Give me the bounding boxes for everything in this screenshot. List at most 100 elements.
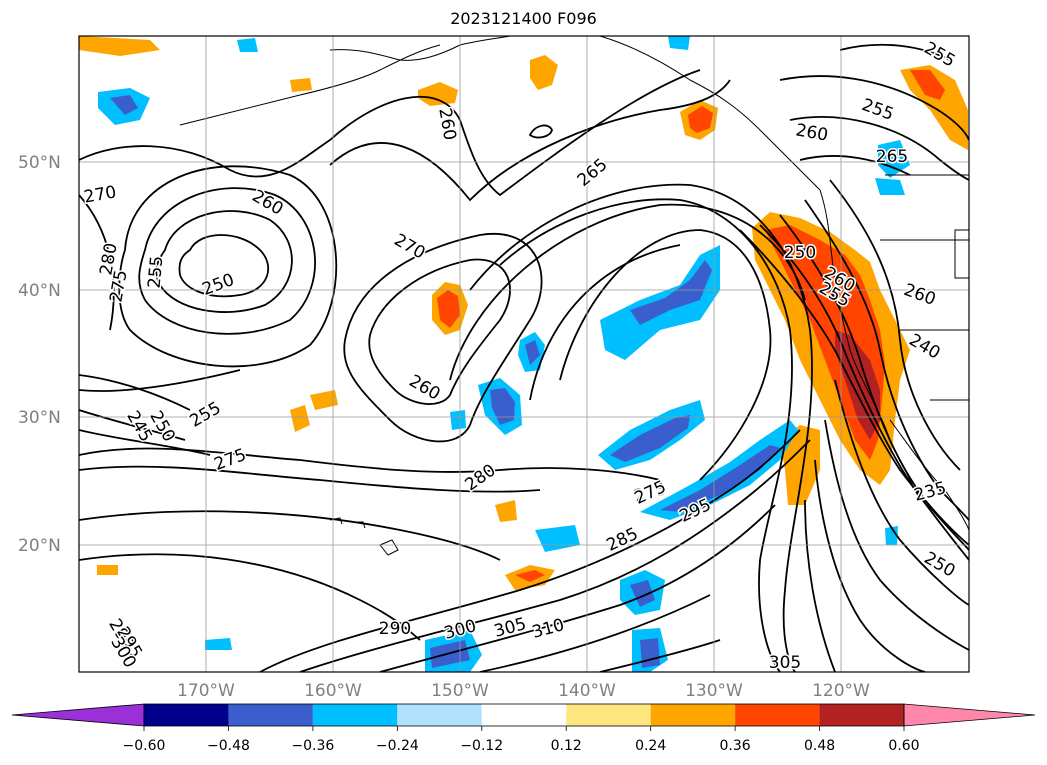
contour-ridge-e <box>529 244 681 401</box>
negative-shading-small3 <box>450 410 466 430</box>
colorbar-segment <box>481 704 567 726</box>
coast-alaska-peninsula <box>179 44 441 126</box>
negative-shading-mid1-core <box>490 388 515 425</box>
positive-shading-small4 <box>290 78 312 92</box>
positive-shading-north2 <box>418 82 458 106</box>
colorbar-segment <box>144 704 229 726</box>
negative-shading-south4 <box>535 525 580 552</box>
positive-shading-small2 <box>310 390 338 410</box>
contour-high-central <box>368 258 511 405</box>
colorbar-segment <box>397 704 482 726</box>
colorbar-segment <box>819 704 904 726</box>
positive-shading-north-east-core <box>910 70 945 100</box>
contour-ridge-b <box>469 183 813 672</box>
contour-west-4 <box>79 429 211 456</box>
colorbar-outline <box>143 703 905 727</box>
positive-shading-subtropic-core <box>515 570 545 582</box>
contour-ridge-c <box>449 203 806 381</box>
contour-label: 250 <box>784 243 816 263</box>
negative-shading-small5 <box>885 526 898 545</box>
coast-west-us <box>819 189 921 501</box>
colorbar-segment <box>650 704 736 726</box>
positive-shading-north1 <box>530 55 558 90</box>
positive-shading-west-strip <box>780 425 820 505</box>
contour-high-central-2 <box>343 232 543 443</box>
contour-label: 305 <box>492 614 529 642</box>
lon-label-160w: 160°W <box>304 681 362 701</box>
coast-baja <box>889 419 969 531</box>
contour-ridge-265 <box>329 79 731 202</box>
lat-label-50n: 50°N <box>18 153 61 173</box>
coast-bc <box>599 36 821 191</box>
negative-shading-south1-core <box>630 580 655 607</box>
border-box <box>954 229 969 279</box>
contour-275 <box>79 447 661 481</box>
contour-label: 275 <box>106 268 131 303</box>
positive-shading-central-core <box>437 290 460 328</box>
contour-label: 240 <box>905 330 943 364</box>
lat-label-20n: 20°N <box>18 536 61 556</box>
contour-label: 310 <box>530 615 567 643</box>
contour-label: 305 <box>769 653 801 673</box>
contour-label: 270 <box>390 230 428 264</box>
contour-low-3 <box>138 187 316 335</box>
negative-shading-jet-band <box>640 420 798 520</box>
negative-shading-ne2 <box>875 178 905 195</box>
plot-frame <box>78 35 970 673</box>
contour-west-3 <box>79 409 186 441</box>
positive-shading-nw-corner <box>79 36 160 56</box>
coast-hawaii-2 <box>355 521 366 529</box>
contour-low-2 <box>155 210 293 313</box>
colorbar-tick-label: −0.48 <box>207 738 250 754</box>
colorbar: −0.60 −0.48 −0.36 −0.24 −0.12 0.12 0.24 0.36 0.4… <box>11 703 1036 754</box>
contour-jet-1 <box>259 429 801 672</box>
positive-shading-small5 <box>97 565 118 575</box>
contour-label: 255 <box>145 255 168 289</box>
negative-shading-small4 <box>205 638 232 650</box>
colorbar-tick-label: 0.24 <box>635 738 666 754</box>
colorbar-tick-label: −0.24 <box>376 738 419 754</box>
negative-shading-ne <box>878 140 910 178</box>
colorbar-tick-label: 0.12 <box>551 738 582 754</box>
lon-label-150w: 150°W <box>431 681 489 701</box>
contour-label: 255 <box>859 95 896 125</box>
contour-trough-2 <box>759 224 969 561</box>
contour-label: 260 <box>434 106 459 141</box>
lon-label-140w: 140°W <box>558 681 616 701</box>
contour-trough-5 <box>829 179 961 471</box>
colorbar-tick-label: 0.48 <box>804 738 835 754</box>
contour-jet-2 <box>299 439 811 672</box>
contour-south-east-1 <box>834 379 969 606</box>
contour-north-3 <box>839 43 951 61</box>
contour-small-loop <box>528 124 553 139</box>
coastlines <box>179 36 969 556</box>
contour-ridge-d <box>559 229 772 481</box>
lon-label-130w: 130°W <box>685 681 743 701</box>
colorbar-segment <box>312 704 398 726</box>
map-title: 2023121400 F096 <box>450 9 597 28</box>
contour-label: 290 <box>379 619 411 639</box>
coast-alaska-south <box>329 36 511 61</box>
contour-label: 265 <box>574 155 612 191</box>
height-contours <box>79 43 969 672</box>
contour-ridge-260 <box>79 69 701 197</box>
negative-shading-jet-band-core <box>660 445 780 512</box>
contour-north-2 <box>789 116 969 181</box>
colorbar-segment <box>566 704 651 726</box>
contour-285 <box>79 510 501 561</box>
contour-west-5 <box>79 369 241 392</box>
colorbar-extend-max <box>903 703 1036 727</box>
negative-shading-arc1-core <box>630 260 712 325</box>
contour-label: 260 <box>901 280 938 310</box>
contour-290 <box>79 553 421 641</box>
negative-shading-small2 <box>668 36 690 50</box>
contour-west-2 <box>79 374 191 411</box>
contour-label: 235 <box>912 478 949 506</box>
shaded-field <box>79 36 968 672</box>
contour-low-inner <box>178 234 270 298</box>
colorbar-tick-label: 0.36 <box>720 738 751 754</box>
colorbar-tick-label: −0.12 <box>460 738 503 754</box>
contour-south-east-3 <box>814 459 926 672</box>
colorbar-tick-label: 0.60 <box>888 738 919 754</box>
contour-low-4 <box>118 165 337 368</box>
